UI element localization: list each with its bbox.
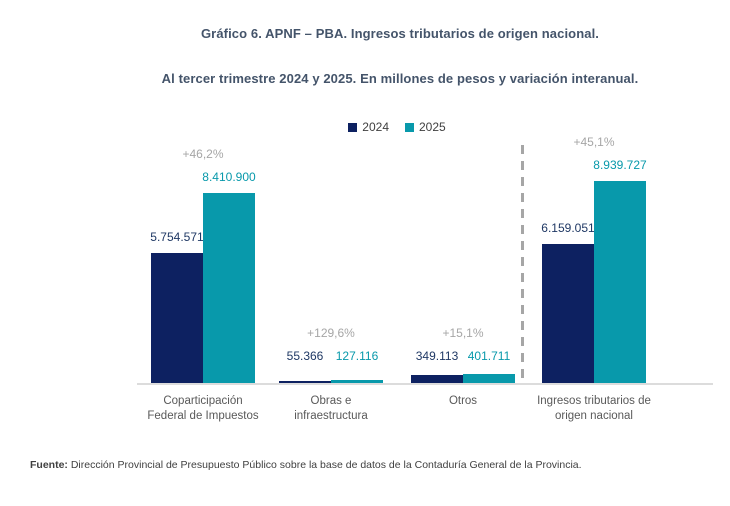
value-label-2025-0: 8.410.900 [202,170,256,184]
value-label-2024-0: 5.754.571 [150,230,204,244]
x-axis-line [137,383,713,385]
pct-change-label-2: +15,1% [442,326,484,340]
legend-item-2025: 2025 [405,120,446,134]
legend-swatch-2025-icon [405,122,414,132]
bar-2024-0 [151,253,203,383]
value-label-2025-1: 127.116 [335,349,379,363]
legend-label-2024: 2024 [362,120,389,134]
category-label-2: Otros [448,395,478,407]
legend-item-2024: 2024 [348,120,389,134]
category-label-0: Coparticipación Federal de Impuestos [147,395,259,422]
pct-change-label-1: +129,6% [307,326,355,340]
bar-2024-1 [279,381,331,383]
category-label-3: Ingresos tributarios de origen nacional [537,395,651,422]
footer-source: Fuente: Dirección Provincial de Presupue… [30,459,710,471]
legend-swatch-2024-icon [348,122,358,132]
value-label-2024-3: 6.159.051 [541,221,595,235]
bar-2025-2 [463,374,515,383]
legend: 2024 2025 [67,119,727,135]
value-label-2025-2: 401.711 [467,349,511,363]
page-subtitle: Al tercer trimestre 2024 y 2025. En mill… [161,71,639,86]
bar-2025-1 [331,380,383,383]
pct-change-label-3: +45,1% [573,135,615,149]
value-label-2024-1: 55.366 [286,349,324,363]
bar-2025-3 [594,181,646,383]
total-separator-dashed-line [521,145,524,385]
bar-2024-3 [542,244,594,383]
value-label-2024-2: 349.113 [415,349,459,363]
legend-label-2025: 2025 [419,120,446,134]
bar-2024-2 [411,375,463,383]
page-title: Gráfico 6. APNF – PBA. Ingresos tributar… [200,26,600,41]
bar-2025-0 [203,193,255,383]
pct-change-label-0: +46,2% [182,147,224,161]
value-label-2025-3: 8.939.727 [593,158,647,172]
footer-source-text: Dirección Provincial de Presupuesto Públ… [67,459,582,471]
category-label-1: Obras e infraestructura [294,395,368,422]
footer-source-label: Fuente: [30,459,68,471]
